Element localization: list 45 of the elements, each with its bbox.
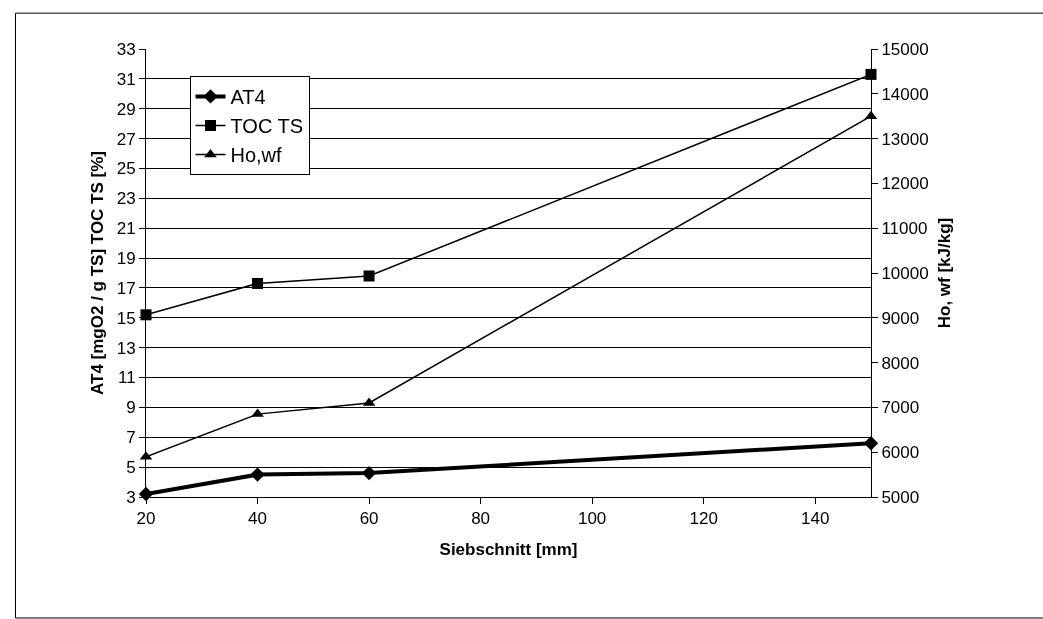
y-tick-label: 15: [116, 308, 136, 328]
legend-label: TOC TS: [230, 115, 304, 138]
y2-tick-label: 14000: [881, 84, 929, 104]
point: [363, 270, 375, 282]
y2-tick-label: 12000: [881, 174, 929, 194]
y-tick-label: 27: [116, 129, 136, 149]
y-tick-label: 33: [116, 39, 136, 59]
y2-tick-label: 8000: [881, 353, 920, 373]
y2-tick-label: 11000: [881, 219, 928, 239]
point: [250, 467, 265, 482]
y-tick-label: 7: [126, 428, 136, 448]
y-tick-label: 29: [116, 99, 136, 119]
y-tick-label: 25: [116, 159, 136, 179]
y-tick-label: 11: [117, 368, 136, 388]
y-tick-label: 21: [116, 219, 136, 239]
point: [361, 465, 377, 481]
y-tick-label: 19: [116, 249, 136, 269]
x-tick-label: 120: [689, 509, 718, 529]
x-tick-label: 100: [577, 509, 607, 529]
x-tick-label: 140: [801, 509, 830, 529]
y-axis-title: AT4 [mgO2 / g TS] TOC TS [%]: [88, 151, 108, 395]
x-tick-label: 80: [471, 509, 491, 529]
y-tick-label: 23: [116, 189, 136, 209]
y2-tick-label: 10000: [881, 263, 929, 283]
y-tick-label: 9: [126, 398, 136, 418]
y2-tick-label: 13000: [881, 129, 929, 149]
legend-label: AT4: [230, 86, 266, 109]
point: [252, 277, 264, 289]
x-axis-title: Siebschnitt [mm]: [439, 539, 578, 559]
x-tick-label: 20: [136, 509, 156, 529]
point: [865, 68, 877, 80]
y2-axis-title: Ho, wf [kJ/kg]: [935, 217, 955, 329]
y2-tick-label: 5000: [881, 487, 920, 507]
x-tick-label: 60: [359, 509, 379, 529]
y-tick-label: 31: [116, 69, 136, 89]
y2-tick-label: 9000: [881, 308, 920, 328]
y2-tick-label: 6000: [881, 443, 920, 463]
legend-label: Ho,wf: [230, 144, 283, 167]
x-tick-label: 40: [248, 509, 267, 529]
y2-tick-label: 15000: [881, 39, 929, 59]
y-tick-label: 3: [126, 487, 136, 507]
y-tick-label: 5: [126, 458, 136, 478]
y2-tick-label: 7000: [881, 398, 920, 418]
y-tick-label: 17: [116, 278, 136, 298]
y-tick-label: 13: [116, 338, 136, 358]
